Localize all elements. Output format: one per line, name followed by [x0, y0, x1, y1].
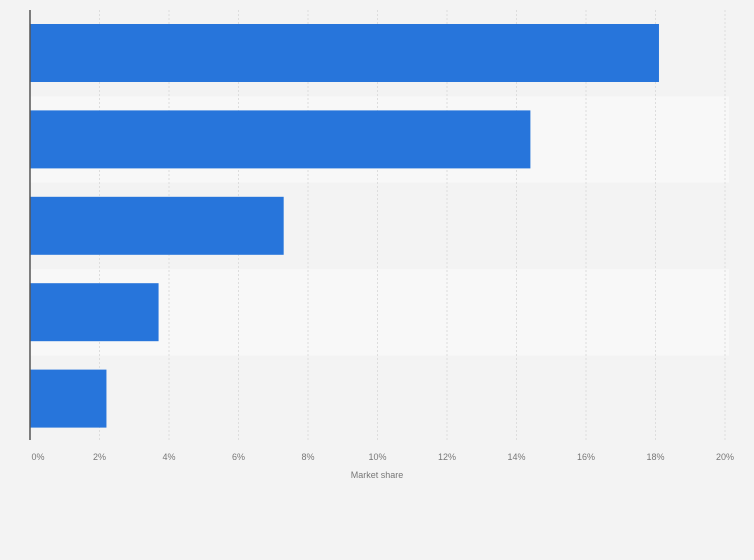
bar	[30, 196, 284, 255]
bar	[30, 369, 107, 428]
x-tick-label: 18%	[646, 452, 664, 462]
bar	[30, 24, 659, 82]
x-tick-label: 16%	[577, 452, 595, 462]
x-tick-label: 4%	[162, 452, 175, 462]
x-tick-label: 10%	[368, 452, 386, 462]
x-axis-label: Market share	[351, 470, 404, 480]
row-band	[30, 355, 729, 442]
x-tick-label: 8%	[301, 452, 314, 462]
bar	[30, 283, 159, 342]
x-tick-label: 12%	[438, 452, 456, 462]
bar	[30, 110, 531, 169]
x-tick-label: 2%	[93, 452, 106, 462]
x-tick-label: 20%	[716, 452, 734, 462]
x-tick-label: 0%	[31, 452, 44, 462]
x-tick-label: 14%	[507, 452, 525, 462]
x-tick-label: 6%	[232, 452, 245, 462]
